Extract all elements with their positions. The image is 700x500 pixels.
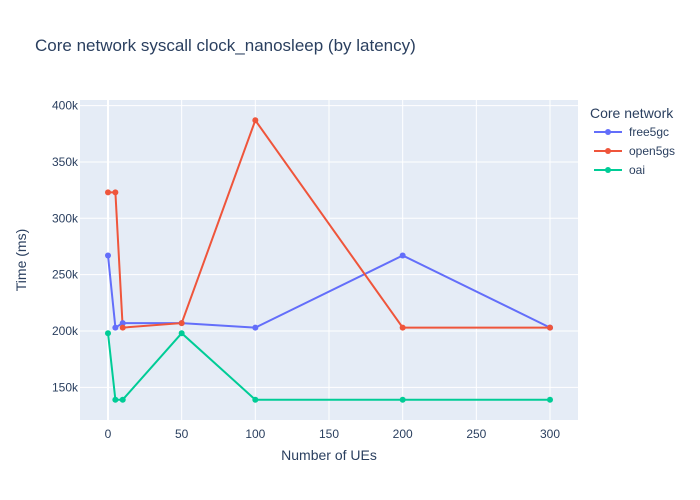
data-point-oai [399,396,406,403]
data-point-open5gs [119,324,126,331]
data-point-open5gs [112,189,119,196]
x-axis-ticks: 0 50 100 150 200 250 300 [105,427,561,441]
legend-label: free5gc [629,125,669,139]
legend-swatch-marker [605,148,611,154]
y-axis-ticks: 150k 200k 250k 300k 350k 400k [52,99,79,395]
x-tick-label: 300 [540,427,560,441]
data-point-oai [178,330,185,337]
data-point-open5gs [178,320,185,327]
legend-label: oai [629,163,645,177]
series-points [104,117,554,403]
data-point-free5gc [252,324,259,331]
y-tick-label: 350k [52,155,79,169]
data-point-oai [252,396,259,403]
legend-swatch-marker [605,167,611,173]
legend-swatch-marker [605,129,611,135]
y-tick-label: 300k [52,211,79,225]
x-tick-label: 0 [105,427,112,441]
data-point-free5gc [112,324,119,331]
data-point-free5gc [399,252,406,259]
data-point-oai [104,330,111,337]
legend-label: open5gs [629,144,675,158]
y-axis-title: Time (ms) [13,229,29,291]
data-point-open5gs [547,324,554,331]
data-point-oai [547,396,554,403]
y-tick-label: 150k [52,380,79,394]
y-tick-label: 200k [52,324,79,338]
grid [80,100,578,420]
x-tick-label: 250 [466,427,486,441]
data-point-oai [112,396,119,403]
y-tick-label: 250k [52,268,79,282]
legend-title: Core network [590,105,674,121]
data-point-open5gs [252,117,259,124]
data-point-free5gc [119,320,126,327]
x-tick-label: 100 [245,427,265,441]
data-point-open5gs [399,324,406,331]
y-tick-label: 400k [52,99,79,113]
legend-item-oai[interactable]: oai [594,163,645,177]
legend: Core network free5gc open5gs oai [590,105,675,177]
legend-item-free5gc[interactable]: free5gc [594,125,669,139]
data-point-oai [119,396,126,403]
chart-title: Core network syscall clock_nanosleep (by… [35,36,416,55]
x-axis-title: Number of UEs [281,447,377,463]
legend-item-open5gs[interactable]: open5gs [594,144,675,158]
x-tick-label: 200 [393,427,413,441]
data-point-free5gc [104,252,111,259]
x-tick-label: 50 [175,427,189,441]
data-point-open5gs [104,189,111,196]
x-tick-label: 150 [319,427,339,441]
